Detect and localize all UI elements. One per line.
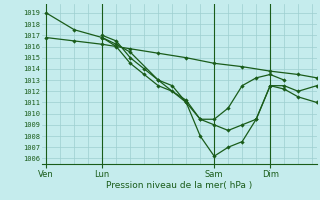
X-axis label: Pression niveau de la mer( hPa ): Pression niveau de la mer( hPa ) <box>106 181 252 190</box>
